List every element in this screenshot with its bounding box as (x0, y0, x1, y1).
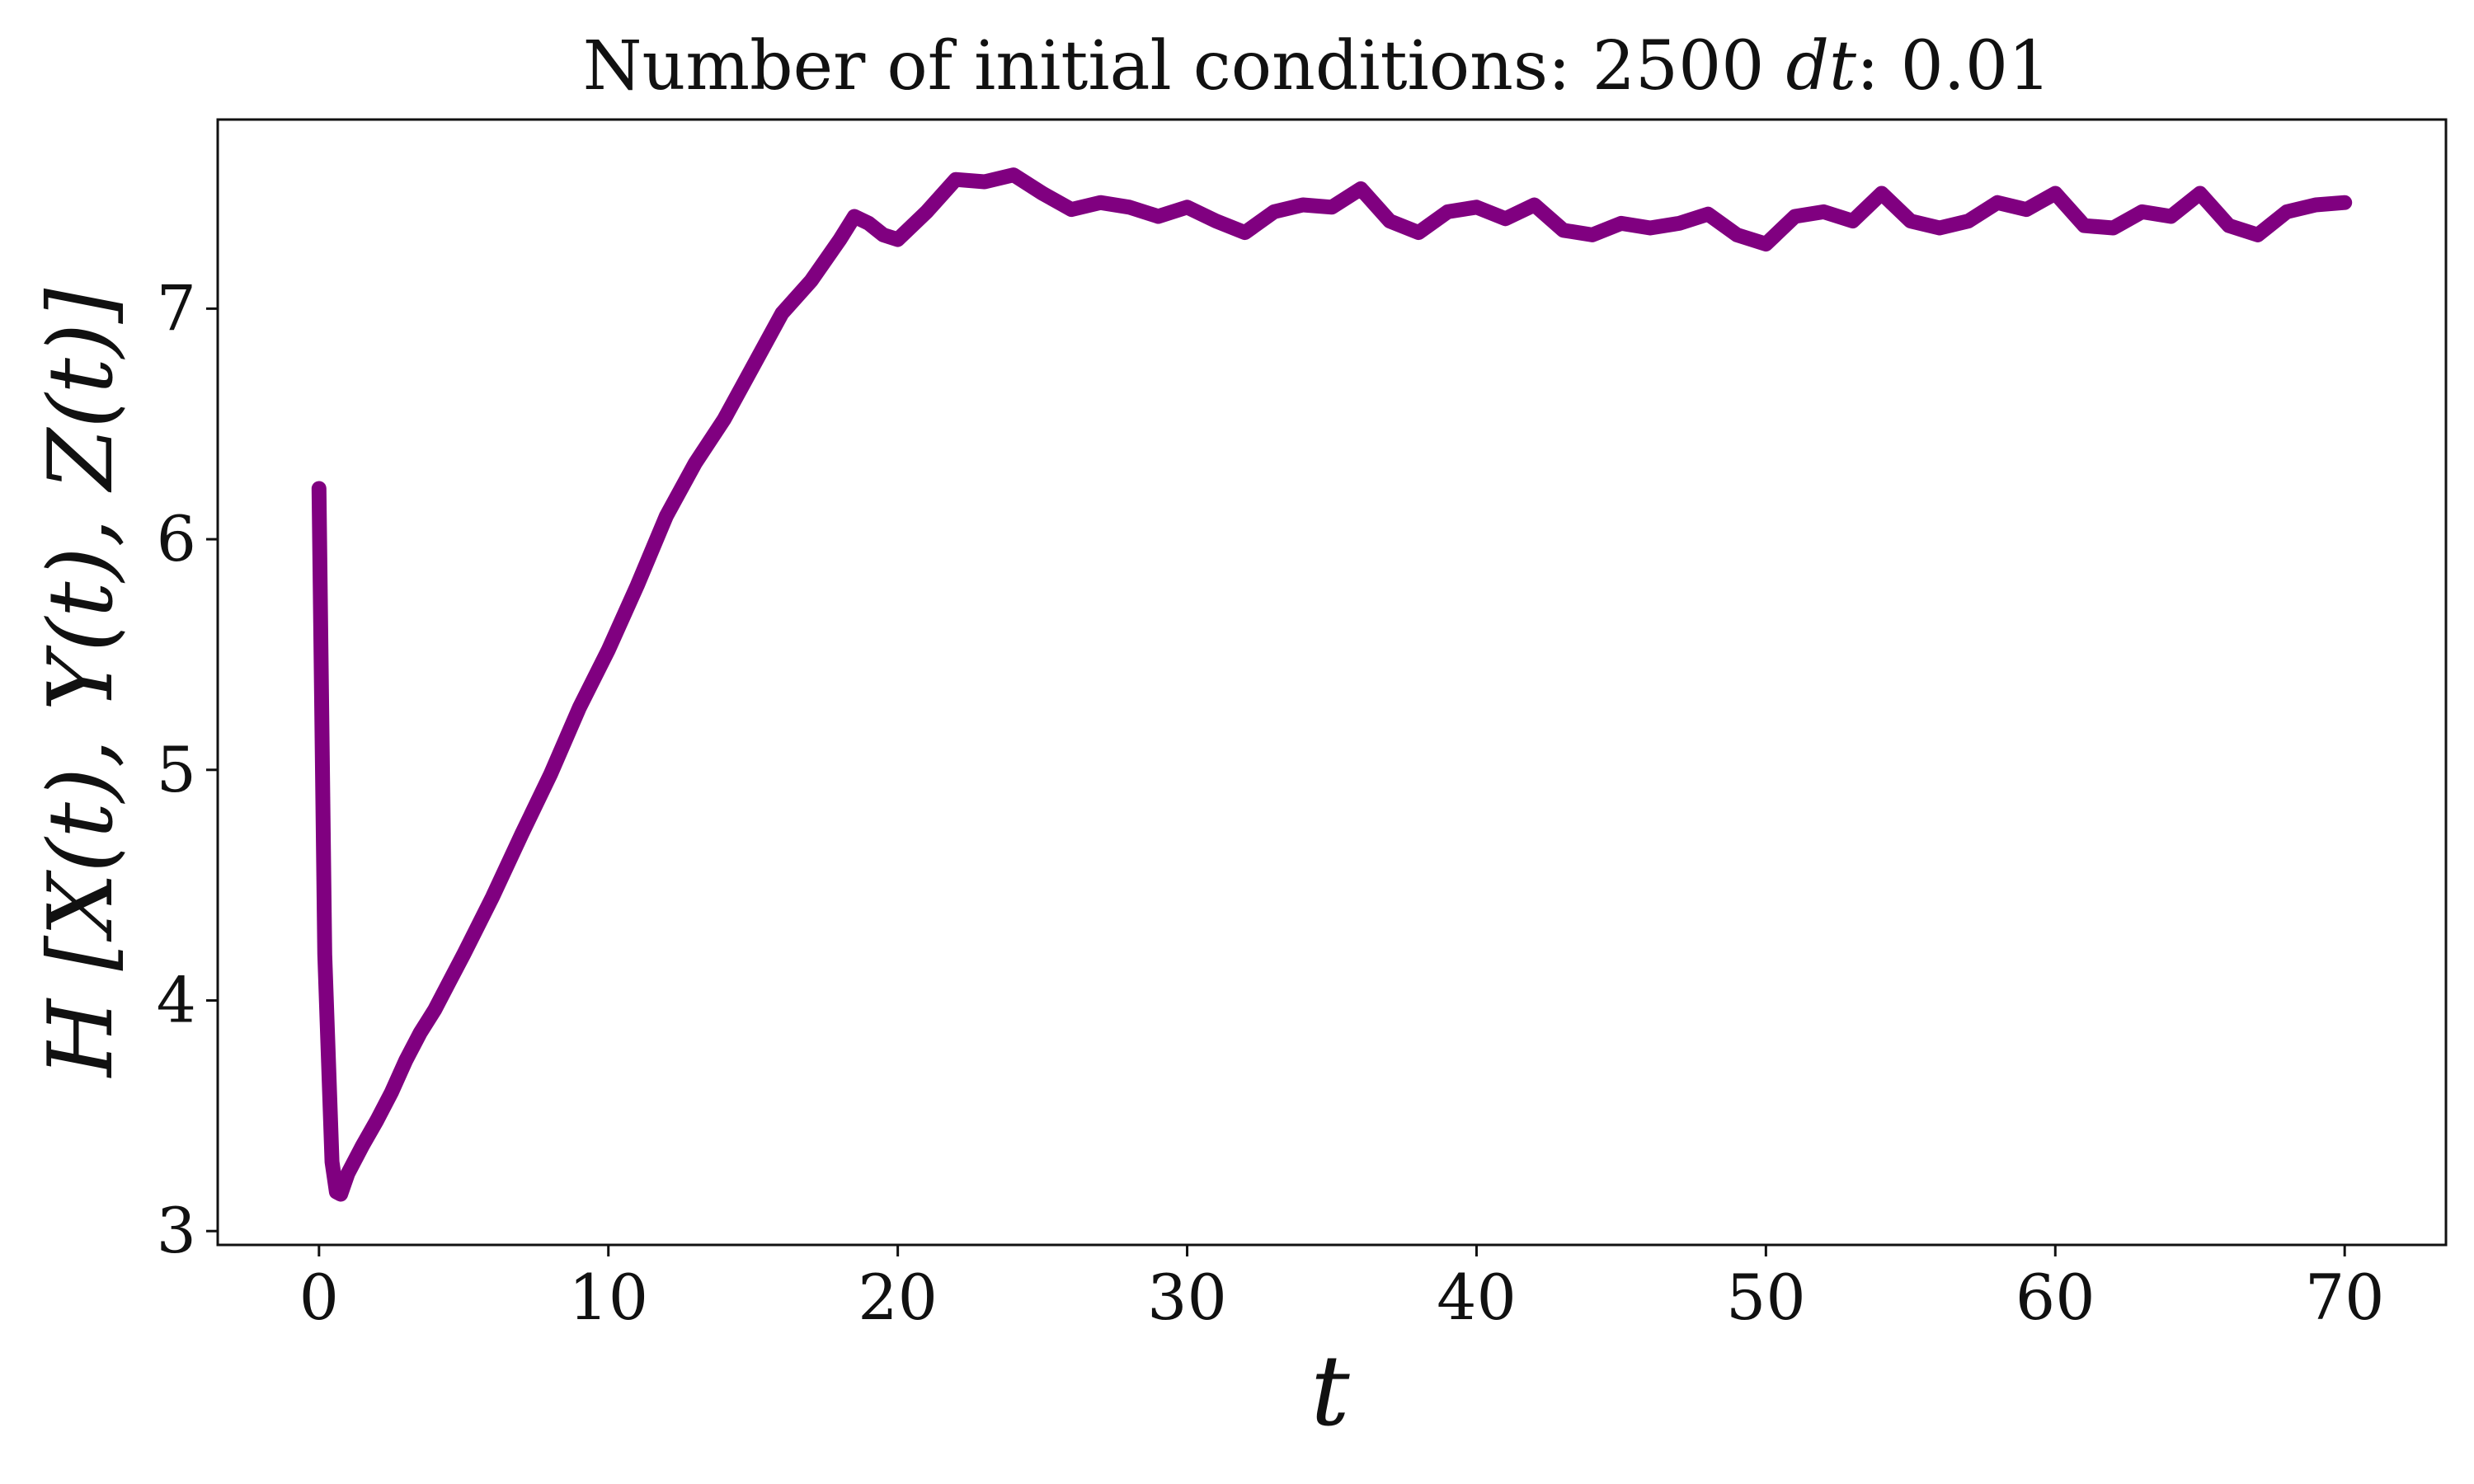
chart-title-suffix: : 0.01 (1856, 27, 2051, 106)
y-tick-label: 3 (157, 1194, 196, 1267)
x-tick-label: 10 (568, 1261, 648, 1334)
x-tick-label: 20 (858, 1261, 938, 1334)
plot-area-frame (216, 118, 2448, 1247)
y-tick-label: 4 (157, 964, 196, 1037)
x-tick-label: 30 (1147, 1261, 1227, 1334)
chart-title: Number of initial conditions: 2500 dt: 0… (583, 27, 2051, 106)
x-tick-label: 40 (1437, 1261, 1517, 1334)
series-line (311, 167, 2353, 1202)
y-tick-label: 6 (157, 502, 196, 575)
axis-ticks: 0 10 20 30 40 50 60 70 3 4 5 6 7 (157, 271, 2385, 1334)
x-tick-label: 50 (1726, 1261, 1806, 1334)
chart-title-prefix: Number of initial conditions: 2500 (583, 27, 1786, 106)
x-tick-label: 60 (2015, 1261, 2095, 1334)
chart-title-variable: dt (1785, 27, 1856, 106)
x-tick-label: 0 (299, 1261, 339, 1334)
y-tick-label: 7 (157, 271, 196, 345)
x-axis-label: t (1310, 1334, 1350, 1448)
y-tick-label: 5 (157, 733, 196, 806)
x-tick-label: 70 (2305, 1261, 2385, 1334)
y-axis-label: H [X(t), Y(t), Z(t)] (30, 288, 133, 1078)
